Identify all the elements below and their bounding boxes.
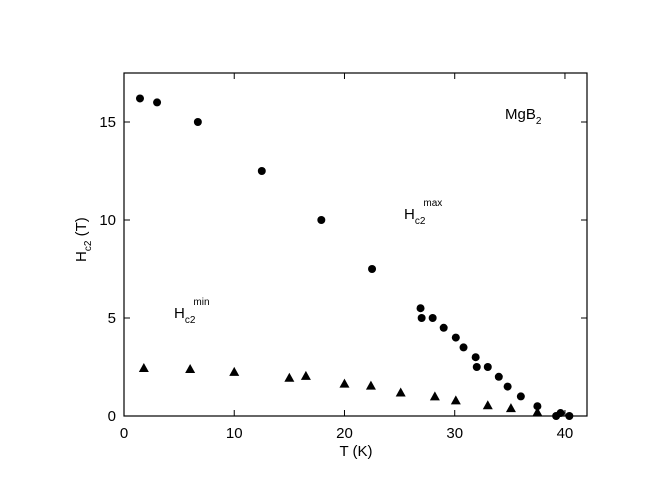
annotation-base: MgB — [505, 106, 536, 123]
annotation-sup: max — [423, 198, 442, 209]
triangle-marker — [482, 400, 493, 410]
circle-marker — [428, 314, 437, 322]
y-axis-label-base: H — [73, 251, 90, 262]
annotation-sub: c2 — [185, 315, 196, 326]
circle-marker — [483, 363, 492, 371]
annotation: Hc2 max — [404, 198, 442, 227]
circle-marker — [439, 323, 448, 332]
triangle-marker — [429, 391, 440, 401]
circle-marker — [153, 98, 162, 107]
annotation: MgB2 — [505, 106, 542, 127]
x-tick-label: 10 — [226, 425, 243, 442]
annotation-base: H — [174, 305, 185, 322]
circle-marker — [471, 353, 480, 362]
circle-marker — [556, 409, 565, 418]
y-axis-label-tail: (T) — [73, 217, 90, 240]
y-tick-label: 15 — [99, 114, 116, 131]
annotation-sub: c2 — [415, 216, 426, 227]
y-tick-label: 10 — [99, 212, 116, 229]
circle-marker — [257, 167, 266, 175]
circle-marker — [368, 265, 377, 273]
triangle-marker — [532, 407, 543, 417]
triangle-marker — [284, 372, 295, 382]
circle-marker — [193, 118, 202, 126]
annotation-sup: min — [193, 297, 209, 308]
circle-marker — [533, 402, 542, 411]
circle-marker — [472, 363, 481, 371]
y-tick-label: 5 — [108, 310, 116, 327]
circle-marker — [416, 304, 425, 313]
circle-marker — [565, 412, 574, 420]
x-tick-label: 0 — [120, 425, 128, 442]
triangle-marker — [300, 370, 311, 380]
circle-marker — [317, 216, 326, 224]
triangle-marker — [185, 363, 196, 373]
plot-frame — [123, 72, 588, 417]
annotation-sub: 2 — [536, 116, 542, 127]
circle-marker — [494, 372, 503, 381]
triangle-marker — [450, 395, 461, 405]
triangle-marker — [138, 362, 149, 372]
y-axis-label: Hc2 (T) — [73, 217, 94, 262]
triangle-marker — [395, 387, 406, 397]
x-tick-label: 30 — [446, 425, 463, 442]
circle-marker — [417, 314, 426, 322]
triangle-marker — [229, 366, 240, 376]
triangle-marker — [339, 378, 350, 388]
y-tick-label: 0 — [108, 408, 116, 425]
x-tick-label: 40 — [557, 425, 574, 442]
circle-marker — [503, 382, 512, 391]
triangle-marker — [505, 403, 516, 413]
triangle-marker — [365, 380, 376, 390]
circle-marker — [516, 392, 525, 401]
circle-marker — [135, 94, 144, 103]
x-tick-label: 20 — [336, 425, 353, 442]
circle-marker — [459, 343, 468, 352]
x-axis-label: T (K) — [339, 443, 372, 460]
y-axis-label-sub: c2 — [83, 240, 94, 251]
annotation-base: H — [404, 206, 415, 223]
annotation: Hc2 min — [174, 297, 210, 326]
circle-marker — [451, 333, 460, 342]
